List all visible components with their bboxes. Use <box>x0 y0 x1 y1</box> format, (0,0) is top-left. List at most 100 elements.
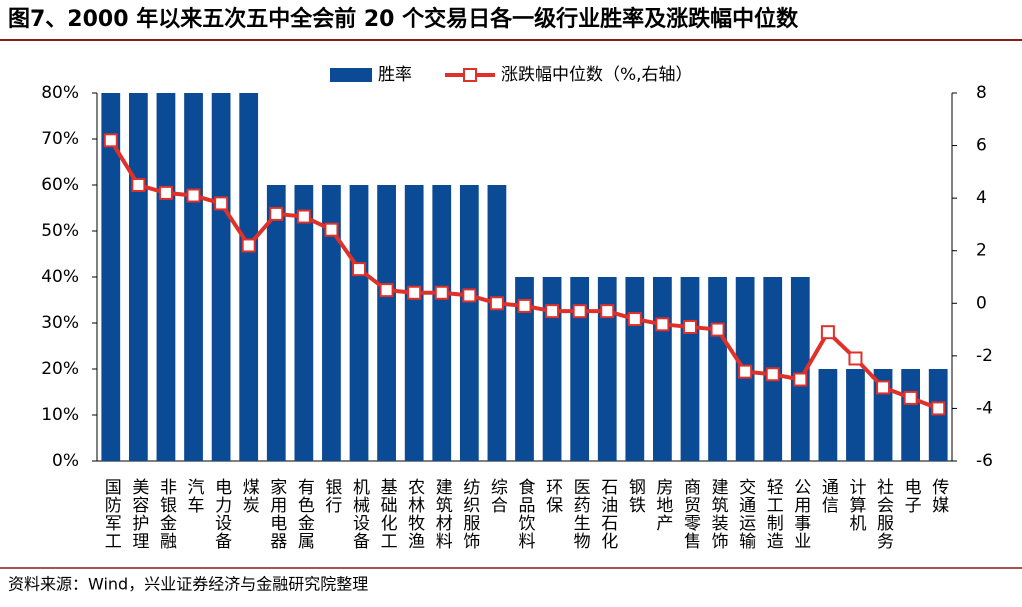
line-marker <box>655 317 670 332</box>
bar <box>404 185 424 461</box>
legend-marker <box>463 68 477 82</box>
bar <box>790 277 810 461</box>
line-marker <box>296 209 311 224</box>
line-marker <box>572 304 587 319</box>
x-tick-label: 环保 <box>542 478 563 514</box>
x-tick-label: 医药生物 <box>570 478 591 550</box>
legend-label: 胜率 <box>378 65 412 85</box>
bar <box>184 93 203 461</box>
bar <box>487 185 507 461</box>
x-tick-label: 商贸零售 <box>680 478 701 550</box>
x-tick-label: 基础化工 <box>377 478 398 550</box>
bar <box>322 185 341 461</box>
y2-tick-label: 2 <box>976 241 987 261</box>
bar <box>901 369 921 461</box>
bar <box>101 93 121 461</box>
line-marker <box>241 238 256 253</box>
y-tick-label: 70% <box>41 129 79 149</box>
x-tick-label: 建筑材料 <box>432 478 453 550</box>
line-marker <box>158 185 173 200</box>
bar <box>625 277 645 461</box>
x-tick-label: 石油石化 <box>597 478 618 550</box>
bar <box>266 185 286 461</box>
y2-tick-label: -4 <box>976 398 993 418</box>
line-marker <box>407 285 422 300</box>
bar <box>542 277 562 461</box>
line-marker <box>324 222 339 237</box>
line-marker <box>186 188 201 203</box>
line-marker <box>820 325 835 340</box>
line-marker <box>738 364 753 379</box>
x-tick-label: 农林牧渔 <box>404 478 425 550</box>
x-tick-label: 汽车 <box>184 478 205 514</box>
bar <box>653 277 672 461</box>
x-tick-label: 综合 <box>487 478 508 514</box>
bar <box>459 185 479 461</box>
line-marker <box>765 367 780 382</box>
y-tick-label: 80% <box>41 83 79 103</box>
x-tick-label: 食品饮料 <box>515 478 536 550</box>
x-tick-label: 美容护理 <box>128 478 149 550</box>
line-marker <box>931 401 946 416</box>
bar <box>515 277 534 461</box>
bar <box>211 93 231 461</box>
line-marker <box>103 133 118 148</box>
bar <box>294 185 314 461</box>
x-tick-label: 纺织服饰 <box>459 478 480 550</box>
x-tick-label: 社会服务 <box>873 478 894 550</box>
line-marker <box>269 206 284 221</box>
line-marker <box>710 322 725 337</box>
y2-tick-label: 6 <box>976 136 987 156</box>
line-marker <box>214 196 229 211</box>
bar <box>239 93 259 461</box>
chart-title: 图7、2000 年以来五次五中全会前 20 个交易日各一级行业胜率及涨跌幅中位数 <box>8 6 799 32</box>
y-tick-label: 10% <box>41 405 79 425</box>
line-marker <box>682 319 697 334</box>
y-tick-label: 60% <box>41 175 79 195</box>
line-marker <box>434 285 449 300</box>
x-tick-label: 钢铁 <box>625 478 646 514</box>
line-marker <box>876 380 891 395</box>
x-tick-label: 家用电器 <box>266 478 287 550</box>
bar <box>377 185 396 461</box>
bar <box>818 369 838 461</box>
y-tick-label: 20% <box>41 359 79 379</box>
x-tick-label: 电子 <box>901 478 922 514</box>
bar <box>349 185 369 461</box>
x-tick-label: 通信 <box>818 478 839 514</box>
y-tick-label: 0% <box>52 451 79 471</box>
line-marker <box>545 304 560 319</box>
y-tick-label: 50% <box>41 221 79 241</box>
bar <box>128 93 148 461</box>
bar <box>680 277 700 461</box>
legend-swatch <box>330 68 372 82</box>
x-tick-label: 轻工制造 <box>763 478 784 550</box>
x-tick-label: 计算机 <box>845 478 866 532</box>
bar <box>846 369 865 461</box>
bar <box>597 277 617 461</box>
x-tick-label: 建筑装饰 <box>708 478 729 550</box>
y2-tick-label: -2 <box>976 346 993 366</box>
bar <box>432 185 452 461</box>
x-tick-label: 电力设备 <box>211 478 232 550</box>
line-marker <box>793 372 808 387</box>
line-marker <box>131 178 146 192</box>
x-tick-label: 房地产 <box>652 478 673 532</box>
bar <box>570 277 590 461</box>
y2-tick-label: 0 <box>976 293 987 313</box>
legend-label: 涨跌幅中位数（%,右轴） <box>501 65 693 85</box>
line-marker <box>517 298 532 313</box>
line-marker <box>462 288 477 303</box>
x-tick-label: 有色金属 <box>294 478 315 550</box>
x-tick-label: 交通运输 <box>735 478 756 550</box>
y2-tick-label: 4 <box>976 188 987 208</box>
y-tick-label: 30% <box>41 313 79 333</box>
x-tick-label: 传媒 <box>928 478 949 514</box>
x-tick-label: 非银金融 <box>156 478 177 550</box>
x-tick-label: 煤炭 <box>239 478 260 514</box>
x-tick-label: 公用事业 <box>790 478 811 550</box>
line-marker <box>352 262 367 277</box>
y2-tick-label: -6 <box>976 451 993 471</box>
line-marker <box>489 296 504 311</box>
